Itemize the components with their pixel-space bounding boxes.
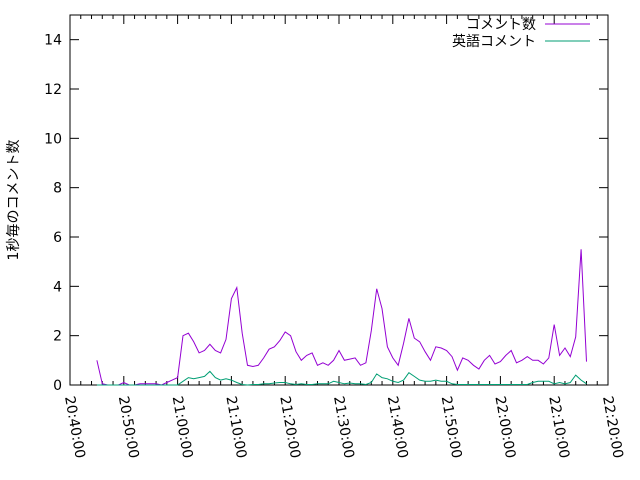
y-tick-label: 0 — [53, 378, 62, 394]
x-tick-label: 20:50:00 — [115, 395, 142, 460]
legend-label: 英語コメント — [452, 33, 536, 50]
legend-label: コメント数 — [466, 17, 536, 33]
y-tick-label: 6 — [53, 230, 62, 246]
x-tick-label: 21:50:00 — [438, 395, 465, 460]
y-tick-label: 4 — [53, 279, 62, 295]
y-tick-label: 14 — [44, 33, 62, 49]
tick-labels: 0 2 4 6 8 10 12 14 20:40:00 20:50:00 21:00:00 21:10… — [44, 33, 626, 460]
plot-border — [69, 14, 609, 386]
series-line-2 — [96, 370, 587, 386]
x-tick-label: 20:40:00 — [61, 395, 88, 460]
x-tick-label: 22:10:00 — [545, 395, 572, 460]
y-tick-label: 10 — [44, 131, 62, 147]
axes — [69, 14, 609, 386]
x-tick-label: 21:40:00 — [384, 395, 411, 460]
x-tick-label: 22:00:00 — [491, 395, 518, 460]
x-tick-label: 22:20:00 — [599, 395, 626, 460]
y-tick-label: 2 — [53, 329, 62, 345]
y-axis-label: 1秒毎のコメント数 — [6, 140, 22, 261]
series-group — [96, 249, 587, 386]
y-tick-label: 8 — [53, 181, 62, 197]
series-line-1 — [96, 249, 587, 386]
x-tick-label: 21:30:00 — [330, 395, 357, 460]
x-tick-label: 21:10:00 — [222, 395, 249, 460]
x-tick-label: 21:00:00 — [169, 395, 196, 460]
x-tick-label: 21:20:00 — [276, 395, 303, 460]
y-tick-label: 12 — [44, 82, 62, 98]
